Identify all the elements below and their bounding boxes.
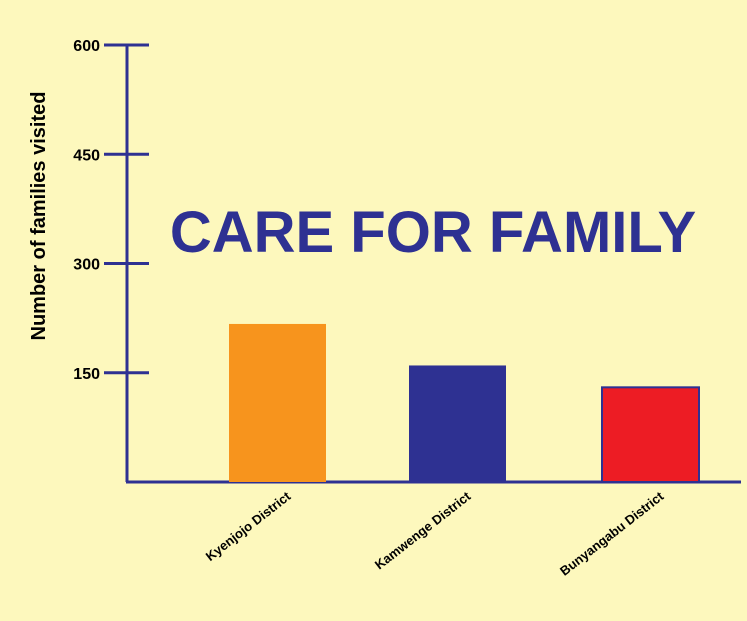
y-tick-label: 600 <box>73 38 100 55</box>
y-tick-label: 150 <box>73 366 100 383</box>
bars <box>229 323 700 484</box>
bar <box>601 386 700 484</box>
y-tick-label: 450 <box>73 147 100 164</box>
y-tick-label: 300 <box>73 257 100 274</box>
y-axis-label: Number of families visited <box>28 92 50 341</box>
bar <box>229 323 326 482</box>
x-tick-label: Kyenjojo District <box>203 488 294 564</box>
bar <box>409 365 506 482</box>
chart-title: CARE FOR FAMILY <box>170 200 696 265</box>
x-labels: Kyenjojo District Kamwenge District Bunyan… <box>203 488 667 578</box>
x-tick-label: Bunyangabu District <box>557 488 667 578</box>
x-tick-label: Kamwenge District <box>372 488 474 572</box>
y-ticks: 150 300 450 600 <box>73 38 149 383</box>
